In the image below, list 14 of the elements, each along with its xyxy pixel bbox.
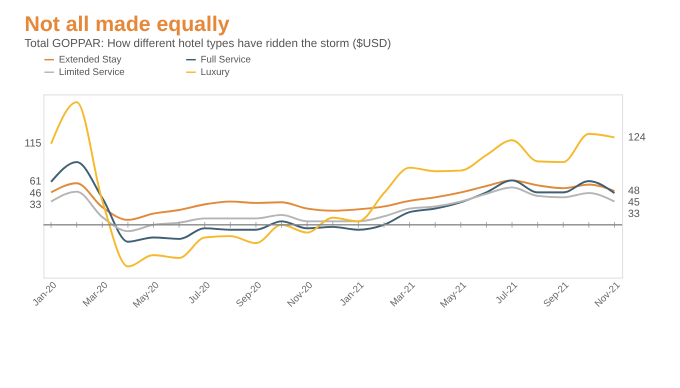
- data-label: 48: [628, 184, 640, 197]
- chart-title: Not all made equally: [24, 12, 230, 36]
- chart-subtitle: Total GOPPAR: How different hotel types have ridden the storm ($USD): [24, 38, 392, 50]
- data-label: 45: [628, 196, 640, 208]
- data-label: 33: [30, 198, 42, 211]
- legend-label: Extended Stay: [58, 54, 122, 66]
- data-label: 61: [30, 176, 42, 188]
- data-label: 33: [628, 208, 640, 220]
- data-label: 115: [24, 138, 42, 150]
- data-label: 46: [30, 187, 42, 200]
- data-label: 124: [628, 131, 646, 144]
- legend-label: Full Service: [200, 54, 251, 66]
- legend-label: Limited Service: [58, 67, 125, 78]
- legend-label: Luxury: [200, 67, 230, 78]
